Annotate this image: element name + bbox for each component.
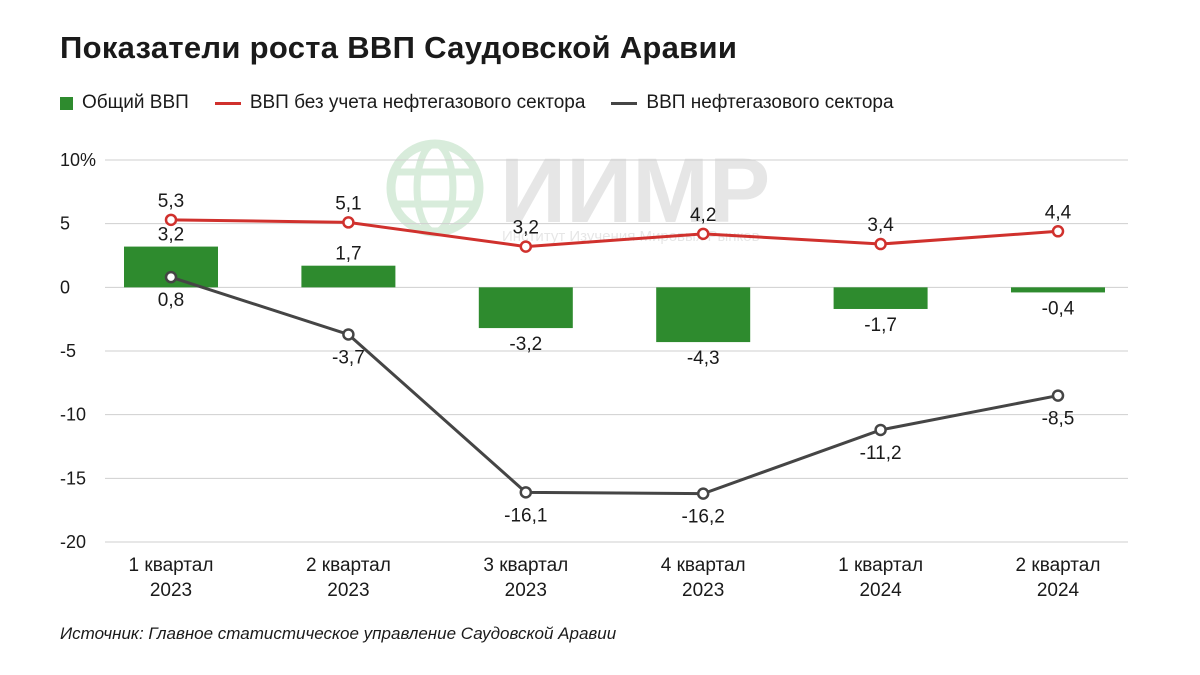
data-label-oil-gdp: -16,2 [682,507,725,528]
data-label-non-oil-gdp: 3,4 [867,215,894,236]
watermark-name: ИИМР [500,140,770,242]
non-oil-gdp-point [342,216,355,229]
watermark-globe-icon [386,139,484,237]
data-label-non-oil-gdp: 4,4 [1045,202,1072,223]
watermark-subtitle: Институт Изучения Мировых Рынков [502,228,760,245]
y-tick-label: -5 [60,341,76,361]
x-tick-label: 2023 [150,580,192,601]
legend-item-oil-gdp: ВВП нефтегазового сектора [611,92,894,114]
data-label-total-gdp: -1,7 [864,315,897,336]
legend-label-oil-gdp: ВВП нефтегазового сектора [646,92,894,113]
y-tick-label: 0 [60,277,70,297]
x-tick-label: 2024 [859,580,902,601]
watermark-globe-meridian [413,140,457,236]
y-tick-label: 10% [60,150,96,170]
x-tick-label: 3 квартал [483,555,568,576]
oil-gdp-point [164,270,178,284]
y-tick-label: -20 [60,532,86,552]
bar-total-gdp [1011,287,1105,293]
legend-label-total-gdp: Общий ВВП [82,92,189,113]
legend-swatch-non-oil-gdp [214,101,241,105]
data-label-total-gdp: -0,4 [1042,298,1075,319]
data-label-total-gdp: 1,7 [335,244,361,265]
oil-gdp-point [519,486,533,499]
non-oil-gdp-point [1051,225,1065,238]
bar-total-gdp [833,287,928,309]
source-note: Источник: Главное статистическое управле… [60,624,617,643]
x-tick-label: 2023 [682,580,724,601]
data-label-oil-gdp: -11,2 [860,443,902,464]
x-tick-label: 1 квартал [838,555,923,576]
legend-swatch-total-gdp [60,96,73,110]
data-label-total-gdp: -4,3 [687,348,720,369]
x-tick-label: 2023 [505,580,547,601]
x-tick-label: 1 квартал [129,555,214,576]
chart-legend: Общий ВВП ВВП без учета нефтегазового се… [60,92,894,114]
x-tick-label: 2 квартал [1016,555,1101,576]
data-label-non-oil-gdp: 3,2 [513,218,539,239]
oil-gdp-point [342,328,355,341]
y-tick-label: 5 [60,214,70,234]
y-tick-label: -15 [60,468,86,488]
oil-gdp-point [696,487,710,500]
non-oil-gdp-point [696,227,710,241]
data-label-oil-gdp: 0,8 [158,290,184,311]
non-oil-gdp-point [519,240,533,253]
legend-item-non-oil-gdp: ВВП без учета нефтегазового сектора [214,92,586,114]
bar-total-gdp [478,287,573,329]
data-label-oil-gdp: -8,5 [1042,409,1075,430]
bar-total-gdp [656,287,751,343]
oil-gdp-point [874,423,887,437]
non-oil-gdp-point [164,213,178,227]
x-tick-label: 2024 [1037,580,1080,601]
non-oil-gdp-line [170,218,1059,249]
legend-item-total-gdp: Общий ВВП [60,92,189,114]
data-label-total-gdp: 3,2 [158,225,184,246]
data-label-oil-gdp: -16,1 [504,505,547,526]
data-label-oil-gdp: -3,7 [332,347,365,368]
oil-gdp-point [1051,389,1065,402]
oil-gdp-line [170,275,1059,496]
x-tick-label: 2023 [327,580,369,601]
data-label-total-gdp: -3,2 [509,334,542,355]
legend-label-non-oil-gdp: ВВП без учета нефтегазового сектора [249,92,586,113]
bar-total-gdp [301,265,396,288]
data-label-non-oil-gdp: 5,3 [158,191,184,212]
y-tick-label: -10 [60,405,86,425]
chart-title: Показатели роста ВВП Саудовской Аравии [60,30,738,65]
data-label-non-oil-gdp: 5,1 [335,193,361,214]
legend-swatch-oil-gdp [611,101,638,105]
non-oil-gdp-point [874,237,887,251]
data-label-non-oil-gdp: 4,2 [690,205,716,226]
x-tick-label: 4 квартал [661,555,746,576]
x-tick-label: 2 квартал [306,555,391,576]
